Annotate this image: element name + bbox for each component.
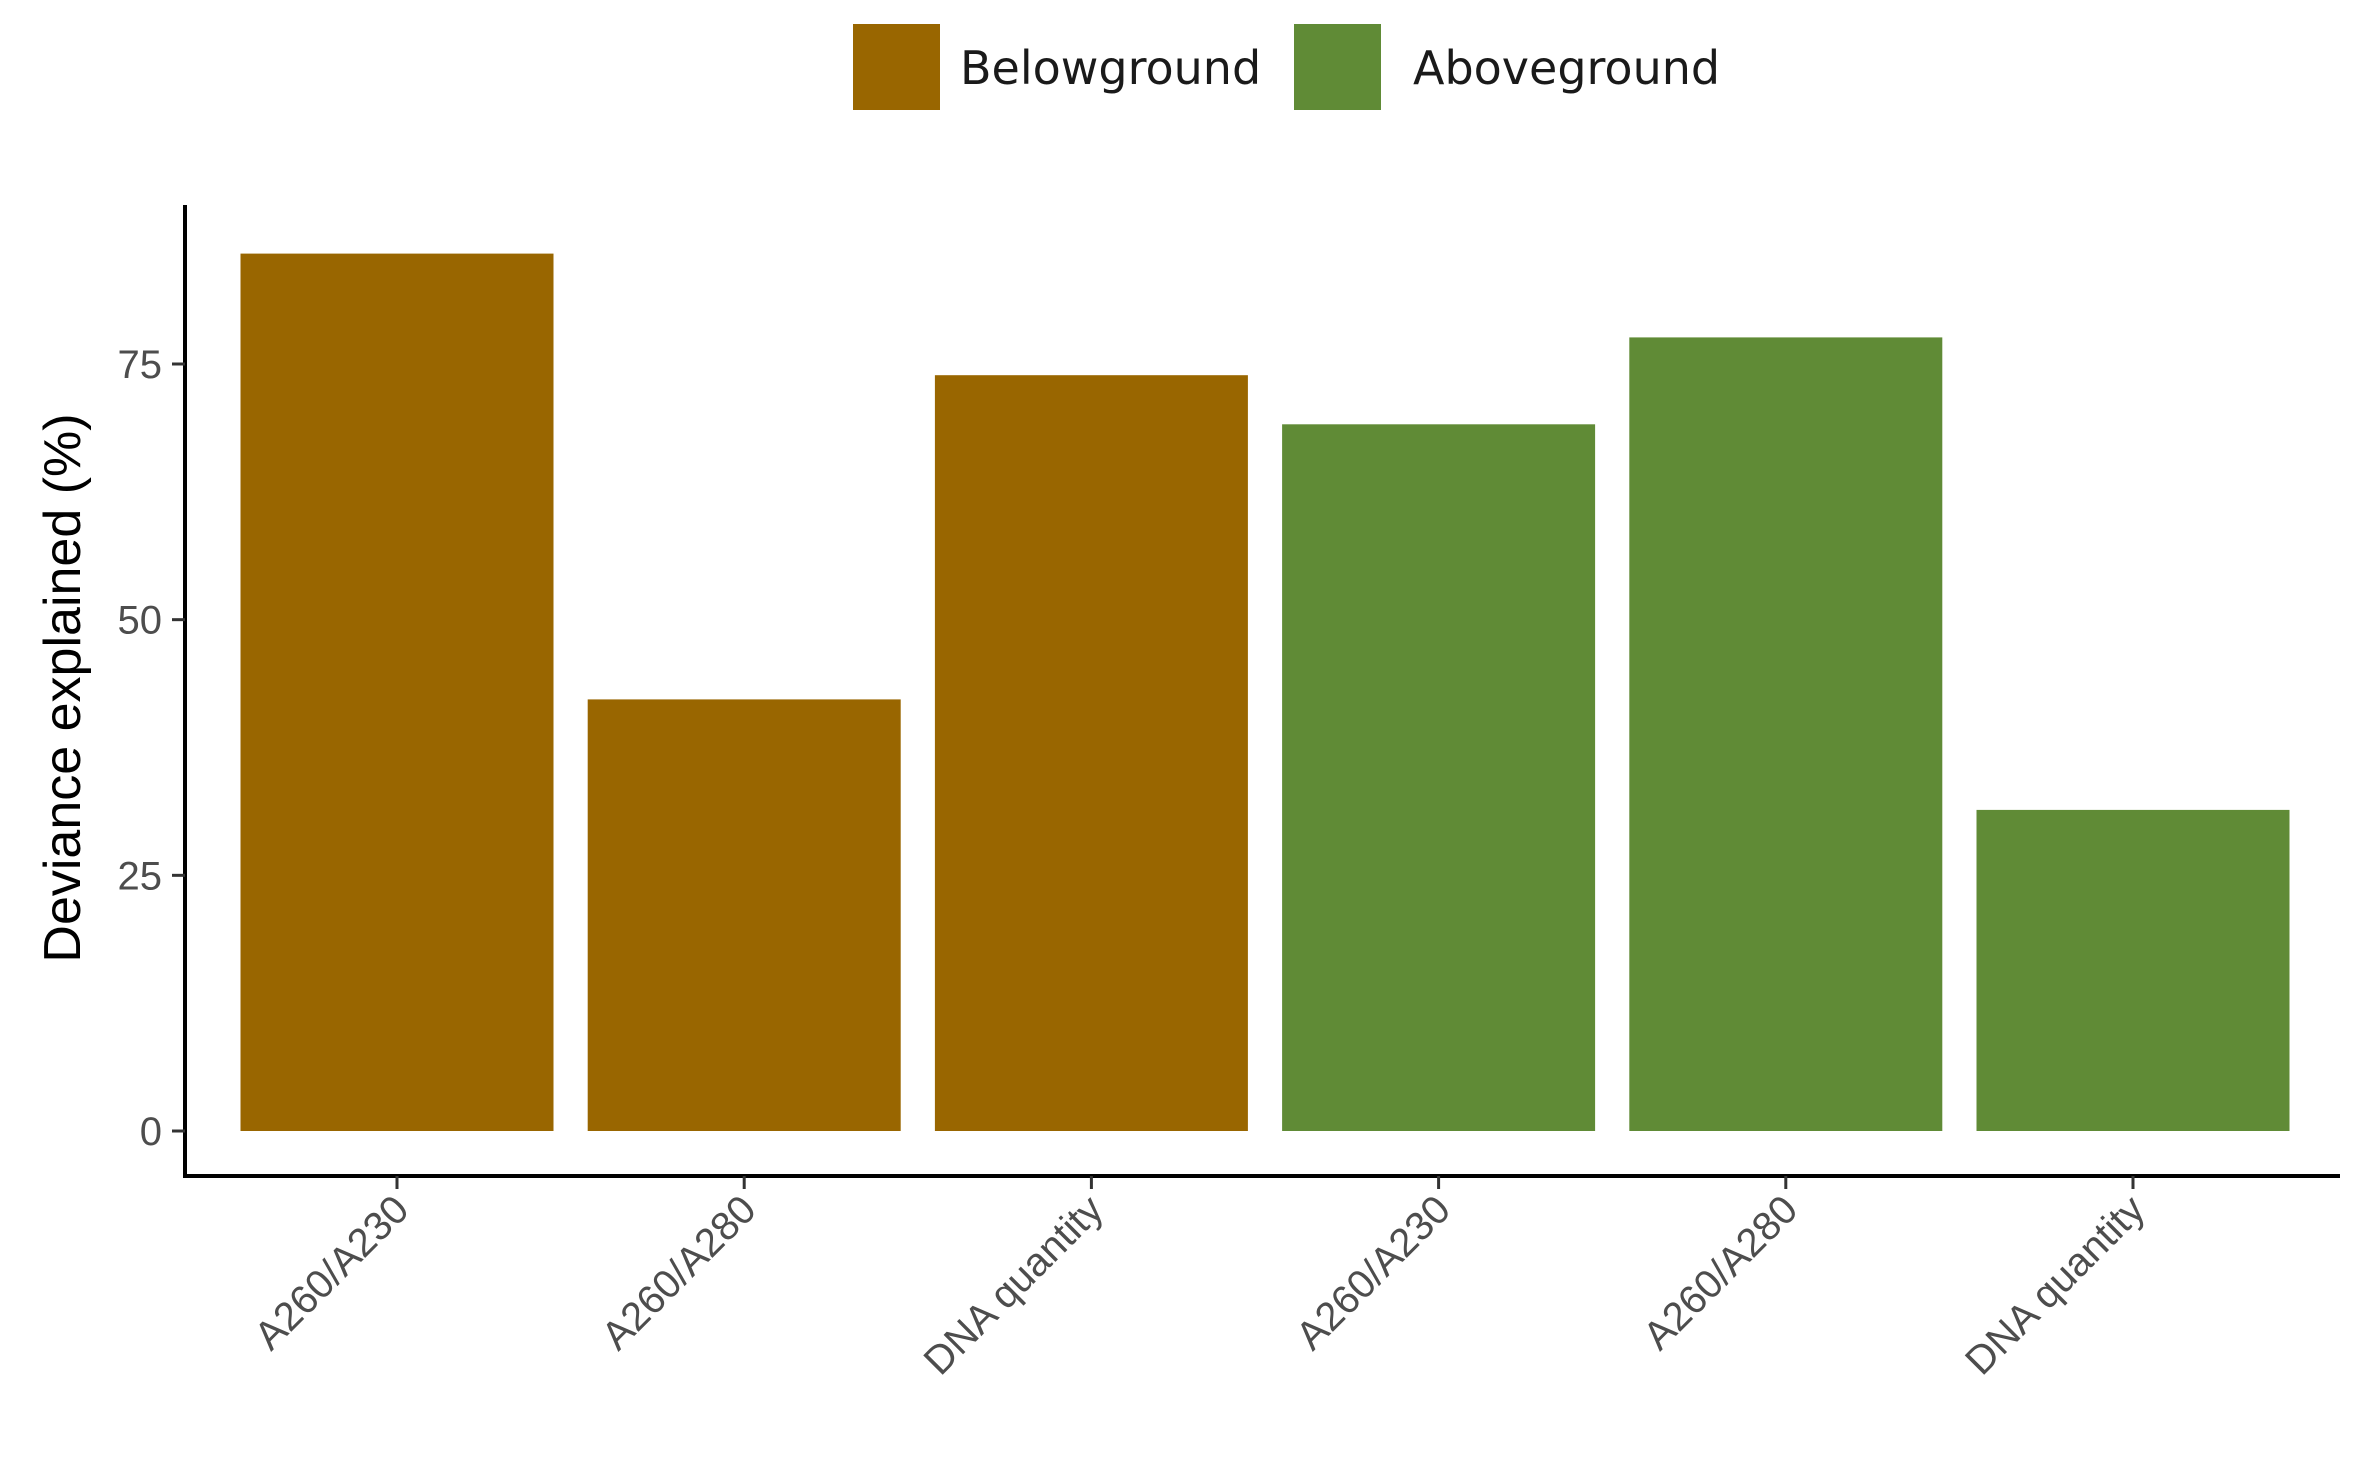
- bar-belowground-1: [240, 253, 554, 1132]
- bar-belowground-2: [587, 699, 901, 1131]
- y-tick-label: 50: [118, 599, 163, 643]
- y-tick-label: 75: [118, 343, 163, 387]
- legend-label-aboveground: Aboveground: [1413, 41, 1720, 95]
- bars: [240, 253, 2290, 1132]
- y-tick-label: 0: [140, 1110, 162, 1154]
- bar-aboveground-2: [1629, 337, 1943, 1131]
- x-tick-label: A260/A230: [246, 1187, 417, 1358]
- y-tick-label: 25: [118, 854, 163, 898]
- y-ticks: 0 25 50 75: [118, 343, 185, 1154]
- legend-label-belowground: Belowground: [960, 41, 1261, 95]
- legend: Belowground Aboveground: [853, 24, 1720, 110]
- x-tick-label: DNA quantity: [916, 1187, 1112, 1383]
- x-tick-label: DNA quantity: [1957, 1187, 2153, 1383]
- bar-aboveground-3: [1976, 809, 2290, 1131]
- x-tick-label: A260/A280: [1635, 1187, 1806, 1358]
- x-ticks: A260/A230 A260/A280 DNA quantity A260/A230 A…: [246, 1176, 2153, 1383]
- bar-belowground-3: [934, 375, 1248, 1131]
- bar-aboveground-1: [1282, 424, 1596, 1131]
- x-tick-label: A260/A230: [1288, 1187, 1459, 1358]
- x-tick-label: A260/A280: [593, 1187, 764, 1358]
- legend-swatch-aboveground: [1294, 24, 1381, 110]
- y-axis-title: Deviance explained (%): [34, 413, 92, 962]
- legend-swatch-belowground: [853, 24, 940, 110]
